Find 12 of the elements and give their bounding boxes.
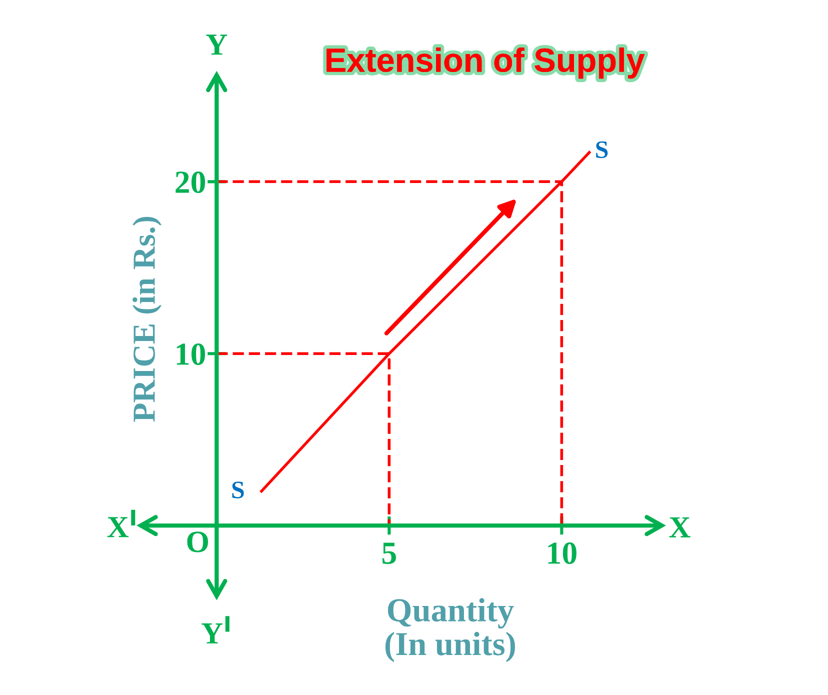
- x-axis-title: Quantity (In units): [385, 598, 515, 662]
- annotation: S: [596, 141, 608, 158]
- text: X: [669, 517, 690, 538]
- y-axis-title: PRICE (in Rs.): [132, 216, 162, 422]
- annotation: O: [187, 532, 208, 552]
- annotation: S: [232, 482, 244, 498]
- text: X$^{I}$: [107, 510, 136, 538]
- chart-title: Extension of Supply: [326, 48, 645, 79]
- text: Y$^{I}$: [202, 616, 230, 644]
- x-tick-label: 5: [382, 542, 396, 564]
- y-tick-label: 20: [176, 172, 206, 194]
- text: Y: [206, 34, 228, 55]
